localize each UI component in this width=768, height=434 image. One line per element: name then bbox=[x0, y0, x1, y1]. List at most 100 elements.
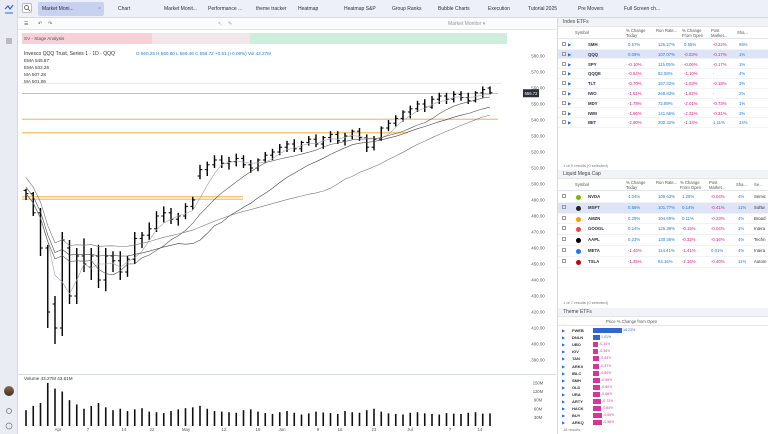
symbol[interactable]: GOOGL bbox=[588, 226, 604, 232]
symbol[interactable]: ARKX bbox=[572, 363, 584, 369]
symbol[interactable]: IBLC bbox=[572, 370, 582, 376]
tab-0[interactable]: Market Moni... × bbox=[38, 2, 104, 16]
volume-bar[interactable] bbox=[170, 411, 172, 426]
volume-bar[interactable] bbox=[423, 413, 426, 426]
tab-3[interactable]: Performance ... bbox=[204, 2, 248, 16]
volume-bar[interactable] bbox=[68, 400, 71, 426]
volume-bar[interactable] bbox=[278, 412, 281, 426]
volume-bar[interactable] bbox=[133, 409, 136, 426]
checkbox[interactable] bbox=[562, 79, 566, 89]
theme-etf-row[interactable]: ▶ SMH -0.55% bbox=[558, 377, 768, 384]
mega-cap-row[interactable]: AMZN 0.29% 104.69% 0.11% -0.23% 4% Broad bbox=[558, 214, 768, 225]
symbol[interactable]: ARKQ bbox=[572, 420, 584, 426]
col-from-open[interactable]: % Change From Open bbox=[682, 28, 704, 38]
volume-bar[interactable] bbox=[228, 412, 230, 426]
col-runrate[interactable]: Run Rate... bbox=[656, 180, 678, 185]
checkbox[interactable] bbox=[562, 224, 566, 235]
index-etfs-header[interactable]: Index ETFs bbox=[558, 18, 768, 27]
index-etf-row[interactable]: ▶ SPY -0.10% 115.05% -0.06% -0.17% 1% bbox=[558, 60, 768, 70]
symbol[interactable]: ARTY bbox=[572, 399, 583, 404]
volume-bar[interactable] bbox=[358, 412, 361, 426]
volume-bar[interactable] bbox=[162, 413, 165, 426]
volume-bar[interactable] bbox=[315, 411, 317, 426]
theme-etfs-header[interactable]: Theme ETFs bbox=[558, 308, 768, 317]
volume-bar[interactable] bbox=[271, 413, 274, 426]
volume-bar[interactable] bbox=[257, 411, 259, 426]
theme-etf-row[interactable]: ▶ ARTY -0.73% bbox=[558, 398, 768, 405]
volume-bar[interactable] bbox=[322, 412, 325, 426]
tab-1[interactable]: Chart bbox=[114, 2, 154, 16]
volume-bar[interactable] bbox=[90, 405, 93, 426]
volume-bar[interactable] bbox=[126, 411, 129, 426]
volume-bar[interactable] bbox=[249, 409, 252, 426]
symbol[interactable]: AMZN bbox=[588, 215, 601, 221]
volume-bar[interactable] bbox=[452, 413, 455, 426]
checkbox[interactable] bbox=[562, 60, 566, 70]
volume-bar[interactable] bbox=[300, 414, 303, 427]
tab-4[interactable]: theme tracker bbox=[252, 2, 290, 16]
theme-etf-row[interactable]: ▶ IBLC -0.50% bbox=[558, 370, 768, 377]
theme-etf-row[interactable]: ▶ URA -0.66% bbox=[558, 391, 768, 398]
play-icon[interactable]: ▶ bbox=[562, 370, 566, 376]
symbol[interactable]: IGV bbox=[572, 349, 579, 355]
play-icon[interactable]: ▶ bbox=[562, 328, 566, 333]
volume-bar[interactable] bbox=[235, 412, 238, 426]
main-chart[interactable]: SV - Stage Analysis Invesco QQQ Trust, S… bbox=[18, 30, 556, 434]
volume-bar[interactable] bbox=[25, 410, 27, 426]
symbol[interactable]: IWO bbox=[588, 91, 597, 96]
checkbox[interactable] bbox=[562, 192, 566, 203]
ma-line[interactable] bbox=[25, 114, 491, 247]
tab-10[interactable]: Tutorial 2025 bbox=[524, 2, 570, 16]
index-etf-row[interactable]: ▶ IWM -1.96% 141.66% -2.31% -0.31% 3% bbox=[558, 109, 768, 119]
tab-11[interactable]: Pre Movers bbox=[574, 2, 616, 16]
volume-bar[interactable] bbox=[409, 412, 412, 426]
play-icon[interactable]: ▶ bbox=[562, 384, 566, 390]
volume-bar[interactable] bbox=[213, 411, 216, 426]
theme-etf-row[interactable]: ▶ FWEB 16.23% bbox=[558, 327, 768, 334]
volume-bar[interactable] bbox=[220, 411, 223, 426]
volume-bar[interactable] bbox=[394, 413, 397, 426]
checkbox[interactable] bbox=[562, 69, 566, 79]
mega-cap-row[interactable]: MSFT 0.56% 101.77% 0.14% -0.41% 11% Softw bbox=[558, 202, 768, 214]
symbol[interactable]: TAN bbox=[572, 356, 580, 362]
play-icon[interactable]: ▶ bbox=[562, 377, 566, 383]
col-share[interactable]: Sha... bbox=[737, 30, 748, 35]
volume-bar[interactable] bbox=[402, 414, 404, 427]
price-plot[interactable]: 580.00 570.00 560.00 550.00 540.00 530.00 520.… bbox=[18, 30, 556, 434]
index-etf-row[interactable]: ▶ QQQ 0.09% 107.07% -0.03% -0.17% 1% bbox=[558, 49, 768, 60]
volume-bar[interactable] bbox=[474, 412, 477, 426]
volume-bar[interactable] bbox=[184, 408, 187, 426]
volume-bar[interactable] bbox=[32, 405, 35, 426]
volume-bar[interactable] bbox=[467, 412, 470, 426]
col-post[interactable]: Post Market... bbox=[711, 28, 728, 38]
symbol[interactable]: TLT bbox=[588, 81, 596, 87]
index-etf-row[interactable]: ▶ QQQE -0.64% 82.58% -1.10% - 4% bbox=[558, 69, 768, 79]
symbol[interactable]: IBIT bbox=[588, 120, 597, 126]
col-sector[interactable]: Se... bbox=[754, 182, 763, 187]
volume-bar[interactable] bbox=[264, 413, 267, 426]
symbol[interactable]: HACK bbox=[572, 406, 584, 412]
theme-etf-row[interactable]: ▶ ARKQ -0.96% bbox=[558, 419, 768, 426]
ema-line[interactable] bbox=[25, 96, 491, 276]
symbol[interactable]: SMH bbox=[588, 42, 598, 47]
play-icon[interactable]: ▶ bbox=[562, 356, 566, 362]
volume-bar[interactable] bbox=[199, 405, 201, 426]
col-symbol[interactable]: Symbol bbox=[575, 30, 589, 35]
volume-bar[interactable] bbox=[155, 412, 158, 426]
tab-9[interactable]: Execution bbox=[484, 2, 520, 16]
avatar[interactable] bbox=[3, 385, 15, 397]
settings-icon[interactable] bbox=[3, 405, 15, 417]
volume-bar[interactable] bbox=[75, 404, 78, 426]
ma-line[interactable] bbox=[25, 106, 491, 257]
tab-7[interactable]: Group Ranks bbox=[388, 2, 430, 16]
symbol-line[interactable]: Invesco QQQ Trust, Series 1 · 1D · QQQ bbox=[24, 51, 115, 57]
mega-cap-header[interactable]: Liquid Mega Cap bbox=[558, 170, 768, 179]
template-select[interactable]: Market Monitor ▾ bbox=[448, 21, 486, 27]
symbol[interactable]: MSFT bbox=[588, 204, 600, 210]
chart-menu-icon[interactable]: ☰ bbox=[24, 21, 29, 27]
theme-etf-row[interactable]: ▶ ARKX -0.47% bbox=[558, 363, 768, 370]
volume-bar[interactable] bbox=[112, 410, 114, 426]
symbol[interactable]: URA bbox=[572, 391, 581, 397]
theme-etf-row[interactable]: ▶ UBO -0.30% bbox=[558, 341, 768, 348]
volume-bar[interactable] bbox=[97, 403, 100, 426]
